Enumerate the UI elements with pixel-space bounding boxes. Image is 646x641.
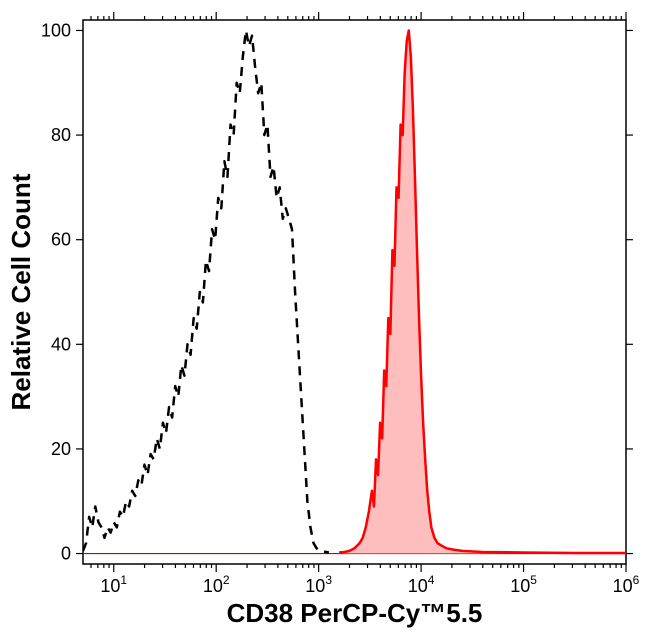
chart-svg: 020406080100101102103104105106Relative C… bbox=[0, 0, 646, 641]
flow-cytometry-histogram: 020406080100101102103104105106Relative C… bbox=[0, 0, 646, 641]
x-axis-title: CD38 PerCP-Cy™5.5 bbox=[227, 598, 483, 628]
chart-background bbox=[0, 0, 646, 641]
y-tick-label: 80 bbox=[51, 125, 71, 145]
y-tick-label: 100 bbox=[41, 20, 71, 40]
y-tick-label: 20 bbox=[51, 439, 71, 459]
y-tick-label: 0 bbox=[61, 544, 71, 564]
y-tick-label: 60 bbox=[51, 230, 71, 250]
y-axis-title: Relative Cell Count bbox=[6, 173, 36, 410]
y-tick-label: 40 bbox=[51, 334, 71, 354]
